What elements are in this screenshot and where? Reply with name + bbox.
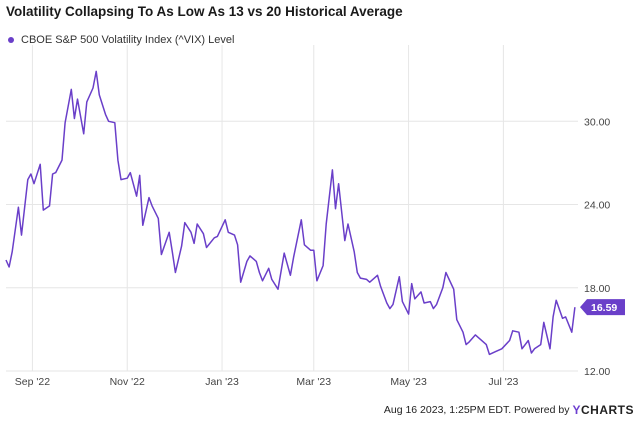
last-value-label: 16.59 — [591, 302, 617, 314]
x-tick-label: Sep '22 — [15, 376, 50, 388]
legend-marker — [8, 37, 14, 43]
chart-title: Volatility Collapsing To As Low As 13 vs… — [6, 4, 403, 19]
brand-rest: CHARTS — [581, 403, 634, 417]
legend: CBOE S&P 500 Volatility Index (^VIX) Lev… — [8, 34, 234, 46]
footer: Aug 16 2023, 1:25PM EDT. Powered by YCHA… — [384, 403, 634, 417]
x-tick-label: Mar '23 — [296, 376, 331, 388]
x-tick-label: Jul '23 — [488, 376, 518, 388]
x-tick-label: May '23 — [390, 376, 427, 388]
footer-text: Aug 16 2023, 1:25PM EDT. Powered by — [383, 404, 570, 416]
x-tick-label: Jan '23 — [205, 376, 239, 388]
y-tick-label: 24.00 — [584, 200, 610, 212]
x-tick-label: Nov '22 — [110, 376, 145, 388]
y-tick-label: 12.00 — [584, 366, 610, 378]
vix-series-line — [5, 70, 576, 356]
brand-y: Y — [572, 403, 581, 417]
ycharts-logo[interactable]: YCHARTS — [572, 403, 634, 417]
y-tick-label: 18.00 — [584, 283, 610, 295]
legend-label: CBOE S&P 500 Volatility Index (^VIX) Lev… — [21, 34, 235, 46]
y-tick-label: 30.00 — [584, 116, 610, 128]
last-value-badge — [580, 299, 625, 316]
